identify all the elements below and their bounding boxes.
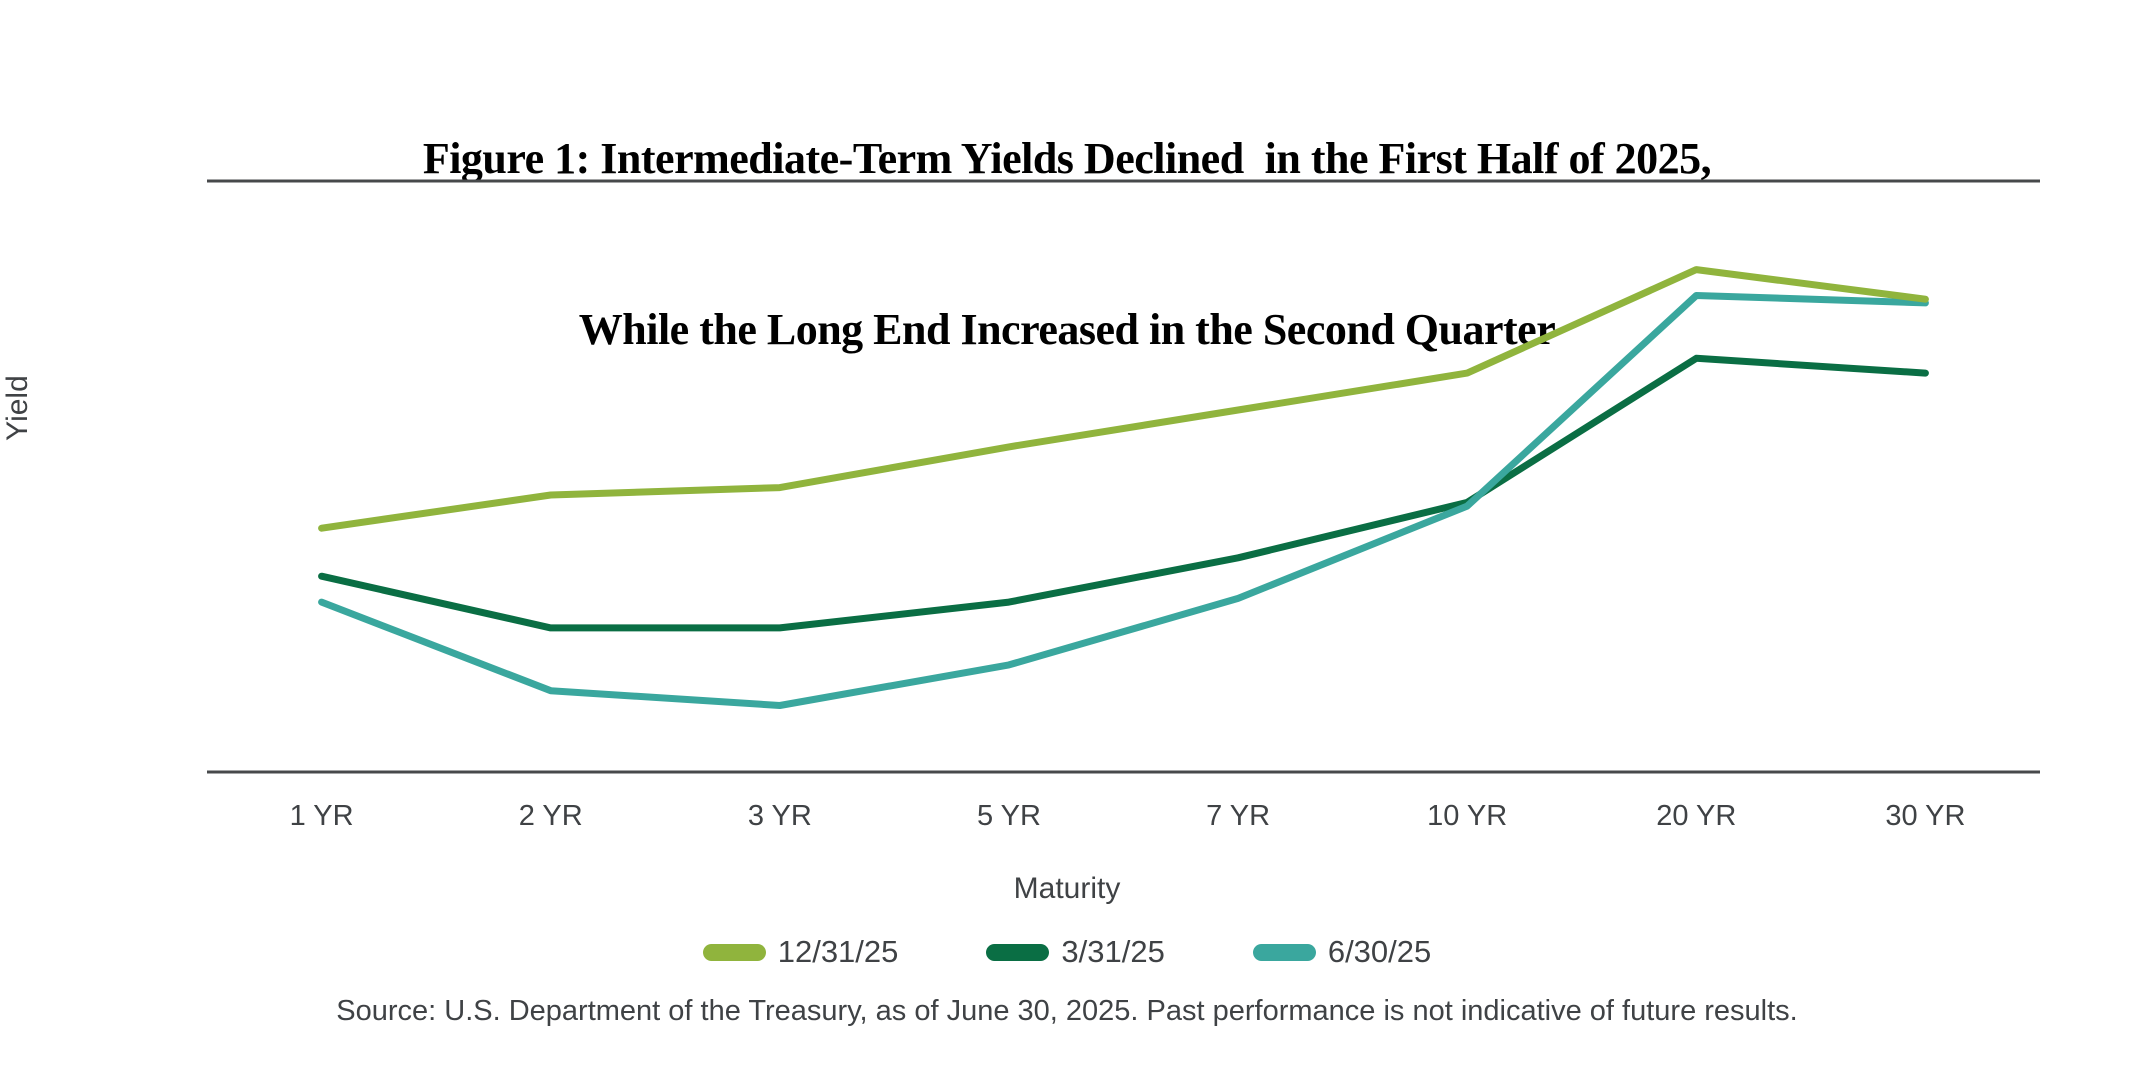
legend-swatch-icon	[986, 943, 1050, 961]
line-chart	[207, 179, 2040, 774]
series-line-12-31-25	[318, 266, 1929, 532]
source-note: Source: U.S. Department of the Treasury,…	[336, 995, 1798, 1027]
x-tick-label: 7 YR	[1206, 800, 1271, 832]
series-line-6-30-25	[318, 292, 1929, 709]
legend-label: 12/31/25	[777, 934, 899, 969]
x-axis-title: Maturity	[1013, 872, 1121, 905]
legend-label: 3/31/25	[1061, 934, 1165, 969]
x-tick-label: 5 YR	[976, 800, 1041, 832]
plot-area	[207, 179, 2040, 774]
legend-item: 3/31/25	[986, 934, 1165, 970]
legend-label: 6/30/25	[1327, 934, 1432, 969]
chart-title: Figure 1: Intermediate-Term Yields Decli…	[0, 16, 2134, 415]
x-tick-label: 20 YR	[1656, 800, 1737, 832]
y-axis-title: Yield	[1, 375, 34, 441]
x-tick-label: 30 YR	[1885, 800, 1966, 832]
chart-title-line-1: Figure 1: Intermediate-Term Yields Decli…	[422, 134, 1712, 183]
x-tick-label: 3 YR	[747, 800, 812, 832]
x-tick-label: 10 YR	[1427, 800, 1508, 832]
x-axis-tick-labels: 1 YR 2 YR 3 YR 5 YR 7 YR 10 YR 20 YR 30 YR	[207, 800, 2040, 834]
legend-swatch-icon	[702, 943, 766, 961]
legend-swatch-icon	[1252, 943, 1316, 961]
legend-item: 6/30/25	[1252, 934, 1432, 970]
x-tick-label: 2 YR	[518, 800, 583, 832]
legend-item: 12/31/25	[702, 934, 899, 970]
chart-title-line-2: While the Long End Increased in the Seco…	[578, 305, 1556, 354]
chart-legend: 12/31/25 3/31/25 6/30/25	[0, 932, 2134, 972]
series-line-3-31-25	[318, 354, 1929, 632]
x-tick-label: 1 YR	[289, 800, 354, 832]
